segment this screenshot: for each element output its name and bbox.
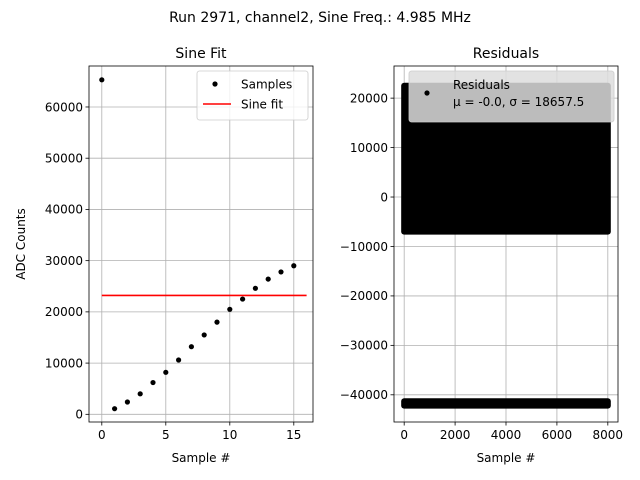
legend: Residuals μ = -0.0, σ = 18657.5: [408, 70, 615, 123]
y-tick-label: 0: [380, 190, 388, 204]
y-axis-label: ADC Counts: [14, 208, 28, 280]
legend-label-stats: μ = -0.0, σ = 18657.5: [453, 95, 584, 109]
axes-1: 0 5 10 15 0 10000 20000 30000 40000 50000 60000 Sin…: [14, 46, 314, 465]
y-tick-label: 30000: [45, 254, 83, 268]
plots: 0 5 10 150100002000030000400005000060000Sin…: [14, 46, 623, 465]
x-tick-label: 0: [400, 428, 408, 442]
sample-point: [201, 332, 207, 338]
sample-point: [252, 285, 258, 291]
x-tick-label: 10: [222, 428, 237, 442]
sample-point: [291, 263, 297, 269]
y-tick-label: −30000: [340, 339, 388, 353]
y-tick-label: 10000: [350, 141, 388, 155]
legend-label-residuals: Residuals: [453, 78, 510, 92]
sample-point: [99, 77, 105, 83]
y-tick-label: 40000: [45, 203, 83, 217]
y-tick-label: 0: [75, 408, 83, 422]
sample-point: [124, 399, 130, 405]
sample-point: [214, 319, 220, 325]
y-tick-label: 50000: [45, 152, 83, 166]
legend-marker-residuals: [424, 90, 430, 96]
x-axis-label: Sample #: [172, 451, 231, 465]
y-tick-label: −10000: [340, 240, 388, 254]
legend-marker-samples: [212, 81, 218, 87]
legend-box: [408, 70, 615, 123]
sample-point: [265, 276, 271, 282]
x-tick-label: 8000: [593, 428, 624, 442]
x-tick-label: 15: [286, 428, 301, 442]
figure-suptitle: Run 2971, channel2, Sine Freq.: 4.985 MH…: [169, 10, 471, 26]
axes-2: 0 2000 4000 6000 8000 −40000 −30000 −20000 −1000…: [340, 46, 623, 465]
y-tick-label: 20000: [45, 305, 83, 319]
sample-point: [163, 369, 169, 375]
legend-label-samples: Samples: [241, 78, 292, 92]
y-tick-label: 20000: [350, 91, 388, 105]
sample-point: [150, 379, 156, 386]
x-tick-label: 2000: [440, 428, 471, 442]
y-tick-label: 60000: [45, 100, 83, 114]
axes-title: Sine Fit: [175, 46, 227, 62]
x-tick-label: 6000: [542, 428, 573, 442]
legend-box: [196, 70, 309, 121]
y-tick-label: −40000: [340, 388, 388, 402]
x-tick-label: 0: [98, 428, 106, 442]
axes-title: Residuals: [473, 46, 539, 62]
sample-point: [240, 296, 246, 302]
sample-point: [188, 344, 194, 350]
y-tick-label: 10000: [45, 356, 83, 370]
legend-label-sine-fit: Sine fit: [241, 98, 283, 112]
y-tick-label: −20000: [340, 289, 388, 303]
legend: Samples Sine fit: [196, 70, 309, 121]
sample-point: [112, 406, 118, 412]
x-tick-label: 4000: [491, 428, 522, 442]
x-tick-label: 5: [162, 428, 170, 442]
x-axis-label: Sample #: [477, 451, 536, 465]
sample-point: [278, 269, 284, 275]
sample-point: [227, 306, 233, 312]
sample-point: [176, 357, 182, 363]
plot-area: [99, 77, 307, 412]
sample-point: [137, 391, 143, 397]
residual-band: [401, 398, 611, 409]
axes-frame: [88, 65, 314, 423]
